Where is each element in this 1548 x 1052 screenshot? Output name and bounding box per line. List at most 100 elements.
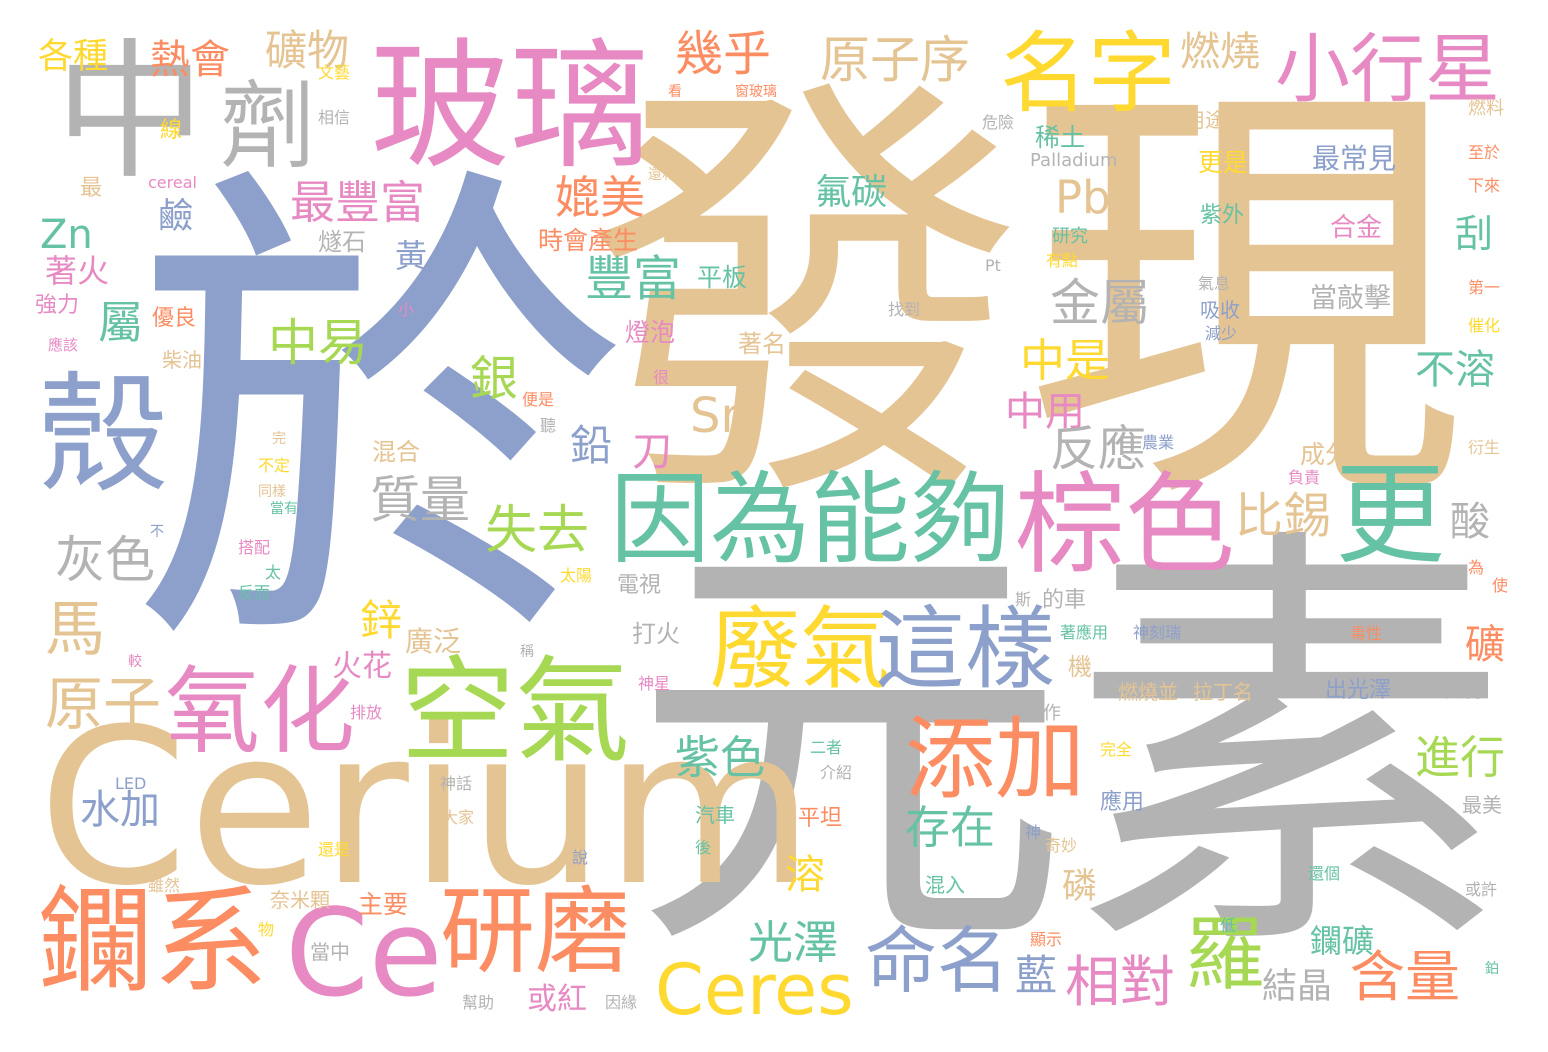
word-shui-jia: 水加 [80,787,160,833]
word-zhong-yong: 中用 [1005,389,1085,435]
word-yang-hua: 氧化 [165,657,356,767]
word-zui-mei: 最美 [1462,793,1502,817]
word-ming-zi: 名字 [1000,22,1177,125]
word-geng-shi: 更是 [1198,148,1249,177]
word-wan: 完 [272,431,286,447]
word-kuang: 礦 [1465,622,1505,668]
word-ying-yong: 應用 [1100,790,1145,815]
word-zhong-yi: 中易 [268,314,368,372]
word-yan-mo: 研磨 [440,877,631,987]
word-yu: 於 [130,129,630,711]
word-hai-shi: 還是 [318,840,351,859]
word-tai: 太 [265,563,282,582]
word-huo-po: 活潑 [1210,620,1250,644]
word-dang-qiao-ji: 當敲擊 [1310,283,1391,314]
word-ma: 馬 [45,595,105,665]
word-chuang-bo-li: 窗玻璃 [735,84,777,100]
word-jie-shao: 介紹 [820,763,853,782]
word-cheng-fen: 成分 [1300,440,1351,469]
word-dang-zhong: 當中 [310,940,350,964]
word-zi-se: 紫色 [675,731,766,784]
word-yan-sheng: 衍生 [1468,438,1501,457]
word-dian-shi: 電視 [617,573,662,598]
word-yong-tu: 用途 [1185,108,1225,132]
word-guang-ze: 光澤 [748,916,839,969]
word-yin-yuan: 因緣 [605,993,638,1012]
word-cereal: cereal [148,173,197,192]
word-fu-tan: 氟碳 [815,172,888,213]
word-zhe-ge: 還個 [1308,864,1341,883]
word-fa-xian: 發現 [585,44,1465,556]
word-yuan-zi: 原子 [45,670,162,738]
word-hun-ru: 混入 [925,873,965,897]
word-fan-er: 反而 [238,583,271,602]
word-da-pei: 搭配 [238,538,271,557]
word-ting: 聽 [540,416,557,435]
word-xiao-xing-xing: 小行星 [1275,25,1501,113]
word-zhi-liang: 質量 [370,471,470,529]
word-cerium: Cerium [38,682,815,933]
word-zhu-yao: 主要 [358,890,409,919]
word-jian: 鹼 [158,197,194,237]
word-ce: Ce [285,885,443,1024]
word-dao: 刀 [632,429,672,475]
word-bu-rong: 不溶 [1415,347,1495,393]
word-rong: 溶 [785,852,825,898]
word-suan: 酸 [1450,499,1490,545]
word-bo: 鉑 [1485,961,1499,977]
word-hun-he: 混合 [372,438,420,466]
word-sui-shi: 燧石 [318,228,366,256]
word-ceres: Ceres [655,949,854,1031]
word-ge-zhong: 各種 [38,37,109,77]
word-zhi-yu: 至於 [1468,143,1501,162]
word-er-zhe: 二者 [810,738,843,757]
word-ran-liao: 燃料 [1468,98,1504,119]
word-de-che: 的車 [1042,588,1087,613]
word-jin-xing: 進行 [1415,731,1506,784]
word-ping-ban: 平板 [697,263,748,292]
word-huo-xu: 或許 [1465,880,1498,899]
word-bo-li: 玻璃 [370,26,651,189]
word-zui-feng-fu: 最豐富 [290,176,426,229]
word-pi-mei: 媲美 [555,171,646,224]
word-huo-hong: 或紅 [527,982,587,1017]
word-cun-zai: 存在 [905,801,996,854]
word-yan-jiu: 研究 [1052,226,1088,247]
word-sn: Sn [690,388,751,444]
word-si: 斯 [1015,590,1032,609]
word-nong-ye: 農業 [1142,433,1175,452]
word-hou: 後 [695,838,712,857]
word-shen-xing: 神星 [638,674,671,693]
word-hen: 很 [653,368,670,387]
word-yuan-su: 元素 [630,494,1510,1006]
word-xian: 線 [160,118,183,143]
word-li-zuo: 粒作 [1025,703,1061,724]
word-jie-jing: 結晶 [1262,967,1333,1007]
word-di: 低 [1220,916,1237,935]
word-lan-xi: 鑭系 [38,875,269,1009]
word-yan-jing: 眼鏡 [1437,678,1482,703]
word-dang-you: 當有 [270,501,298,517]
word-tian-jia: 添加 [905,707,1085,812]
word-deng-pao: 燈泡 [625,318,676,347]
word-zhe-yang: 這樣 [875,597,1055,702]
word-re-hui: 熱會 [150,37,230,83]
word-zui-chang-jian: 最常見 [1312,142,1397,175]
word-cheng: 稱 [520,644,534,660]
word-you-liang: 優良 [152,306,197,331]
word-ying-gai: 應該 [48,336,79,354]
word-zn: Zn [40,212,93,258]
word-ji-hu: 幾乎 [675,26,772,82]
word-qi-miao: 奇妙 [1045,836,1078,855]
word-yuan-zi-xu: 原子序 [820,31,970,89]
word-palladium: Palladium [1030,150,1118,171]
word-tong-yang: 同樣 [258,484,286,500]
word-pt: Pt [985,256,1001,275]
word-qian: 鉛 [570,421,613,470]
word-xin: 鋅 [360,596,403,645]
word-bian-shi: 便是 [522,390,555,409]
word-bang-zhu: 幫助 [462,993,495,1012]
word-ping-tan: 平坦 [798,806,843,831]
word-hai-he: 還和 [648,167,676,183]
word-zhu-ming: 著名 [738,330,786,358]
